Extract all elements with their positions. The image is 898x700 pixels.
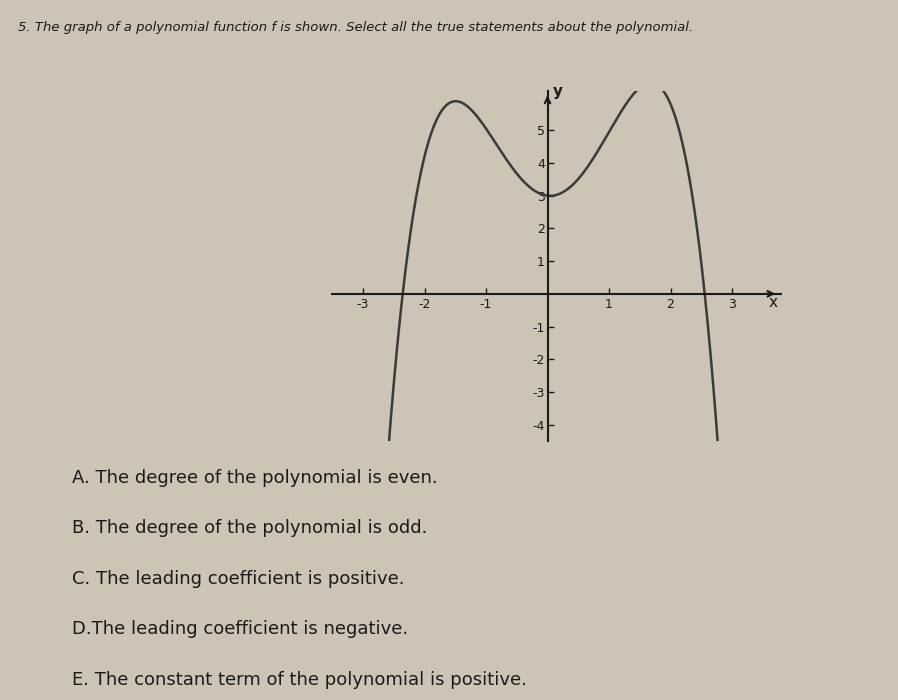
Text: x: x xyxy=(769,295,778,310)
Text: C. The leading coefficient is positive.: C. The leading coefficient is positive. xyxy=(72,570,404,588)
Text: B. The degree of the polynomial is odd.: B. The degree of the polynomial is odd. xyxy=(72,519,427,538)
Text: D.The leading coefficient is negative.: D.The leading coefficient is negative. xyxy=(72,620,408,638)
Text: A. The degree of the polynomial is even.: A. The degree of the polynomial is even. xyxy=(72,469,437,487)
Text: E. The constant term of the polynomial is positive.: E. The constant term of the polynomial i… xyxy=(72,671,527,689)
Text: y: y xyxy=(552,84,562,99)
Text: 5. The graph of a polynomial function f is shown. Select all the true statements: 5. The graph of a polynomial function f … xyxy=(18,21,693,34)
